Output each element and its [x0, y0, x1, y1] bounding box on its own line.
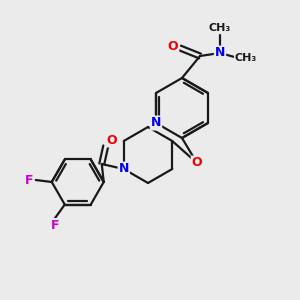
Text: O: O [106, 134, 117, 146]
Text: N: N [151, 116, 161, 130]
Text: N: N [215, 46, 225, 59]
Text: N: N [118, 163, 129, 176]
Text: O: O [168, 40, 178, 53]
Text: F: F [50, 219, 59, 232]
Text: F: F [25, 173, 33, 187]
Text: O: O [192, 157, 202, 169]
Text: CH₃: CH₃ [235, 53, 257, 63]
Text: CH₃: CH₃ [209, 23, 231, 33]
